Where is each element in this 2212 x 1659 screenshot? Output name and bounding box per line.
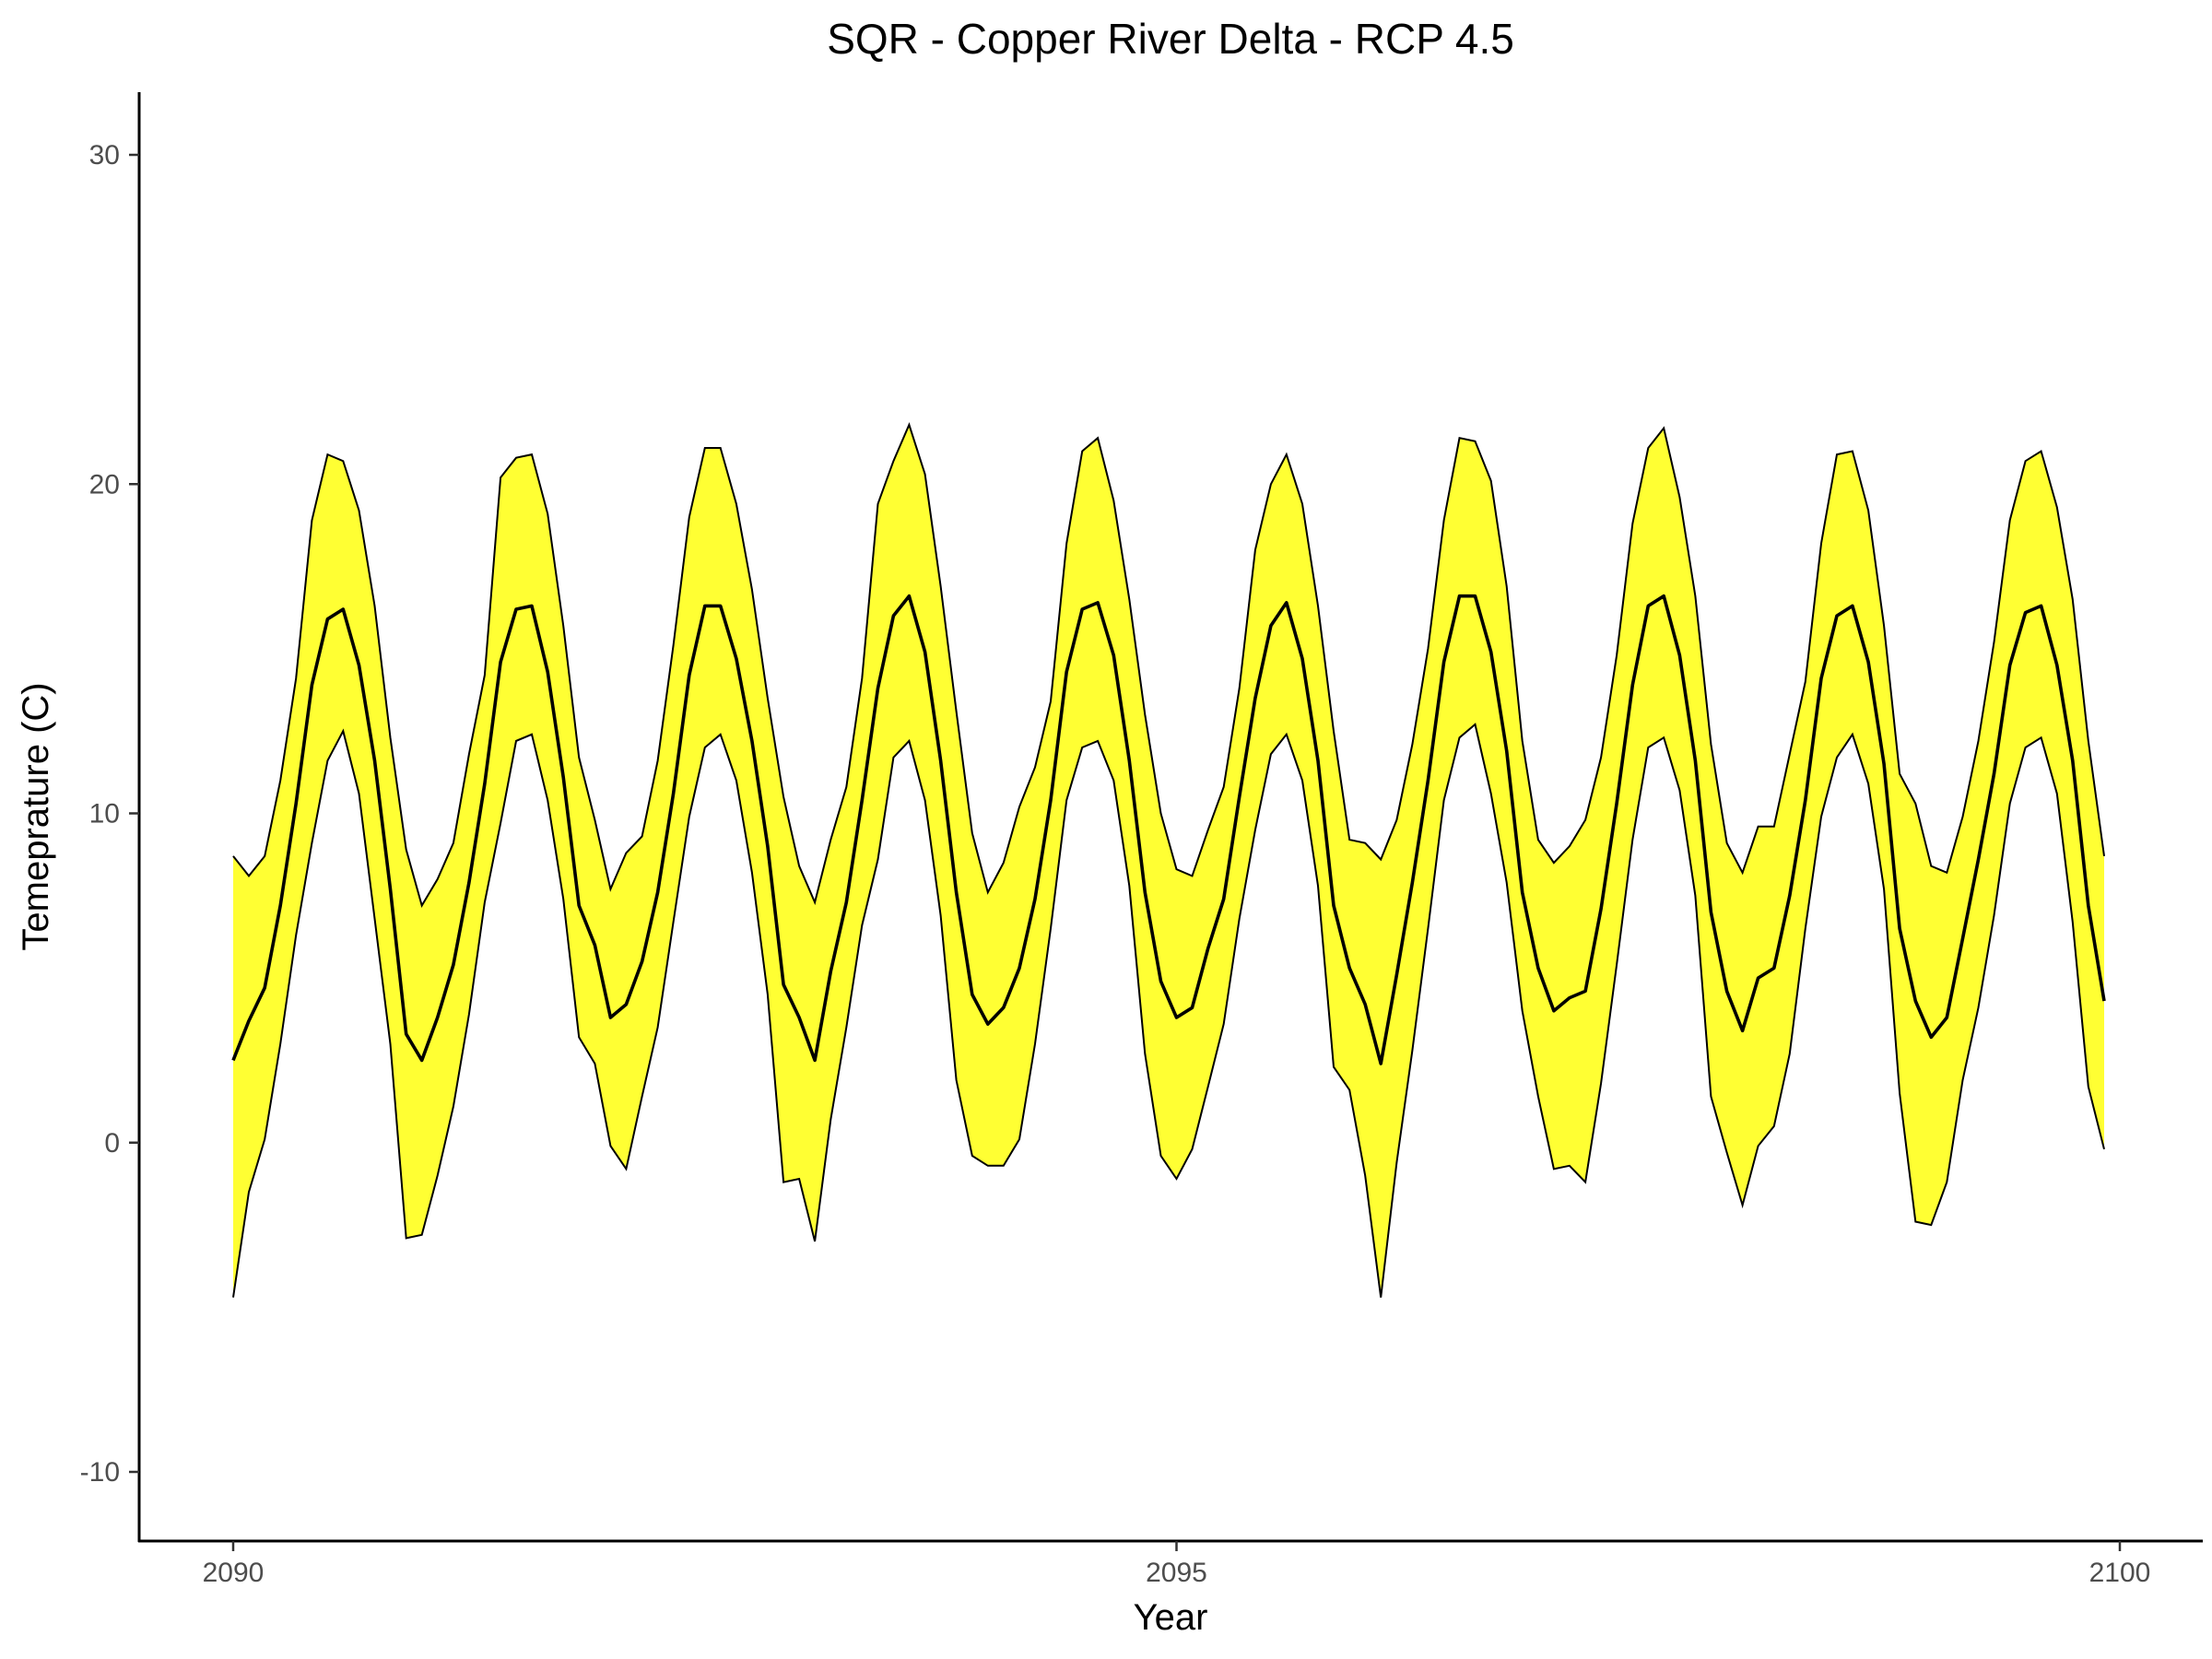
- x-tick-label: 2095: [1146, 1558, 1207, 1588]
- plot-area: [231, 422, 2106, 1298]
- y-tick-label: -10: [80, 1457, 120, 1488]
- ribbon-band: [233, 424, 2104, 1298]
- upper-bound-line: [232, 422, 2105, 909]
- axis-ticks: -10 0 10 20 30 2090 2095 2100: [80, 140, 2151, 1588]
- chart-title: SQR - Copper River Delta - RCP 4.5: [827, 15, 1514, 63]
- x-tick-label: 2100: [2089, 1558, 2151, 1588]
- x-tick-label: 2090: [203, 1558, 265, 1588]
- y-tick-label: 20: [89, 469, 120, 500]
- x-axis-title: Year: [1134, 1597, 1208, 1638]
- y-tick-label: 30: [89, 140, 120, 171]
- y-axis-title: Temeprature (C): [16, 682, 56, 950]
- mean-line: [231, 594, 2106, 1065]
- y-tick-label: 10: [89, 799, 120, 830]
- y-tick-label: 0: [104, 1128, 120, 1159]
- lower-bound-line: [232, 723, 2105, 1298]
